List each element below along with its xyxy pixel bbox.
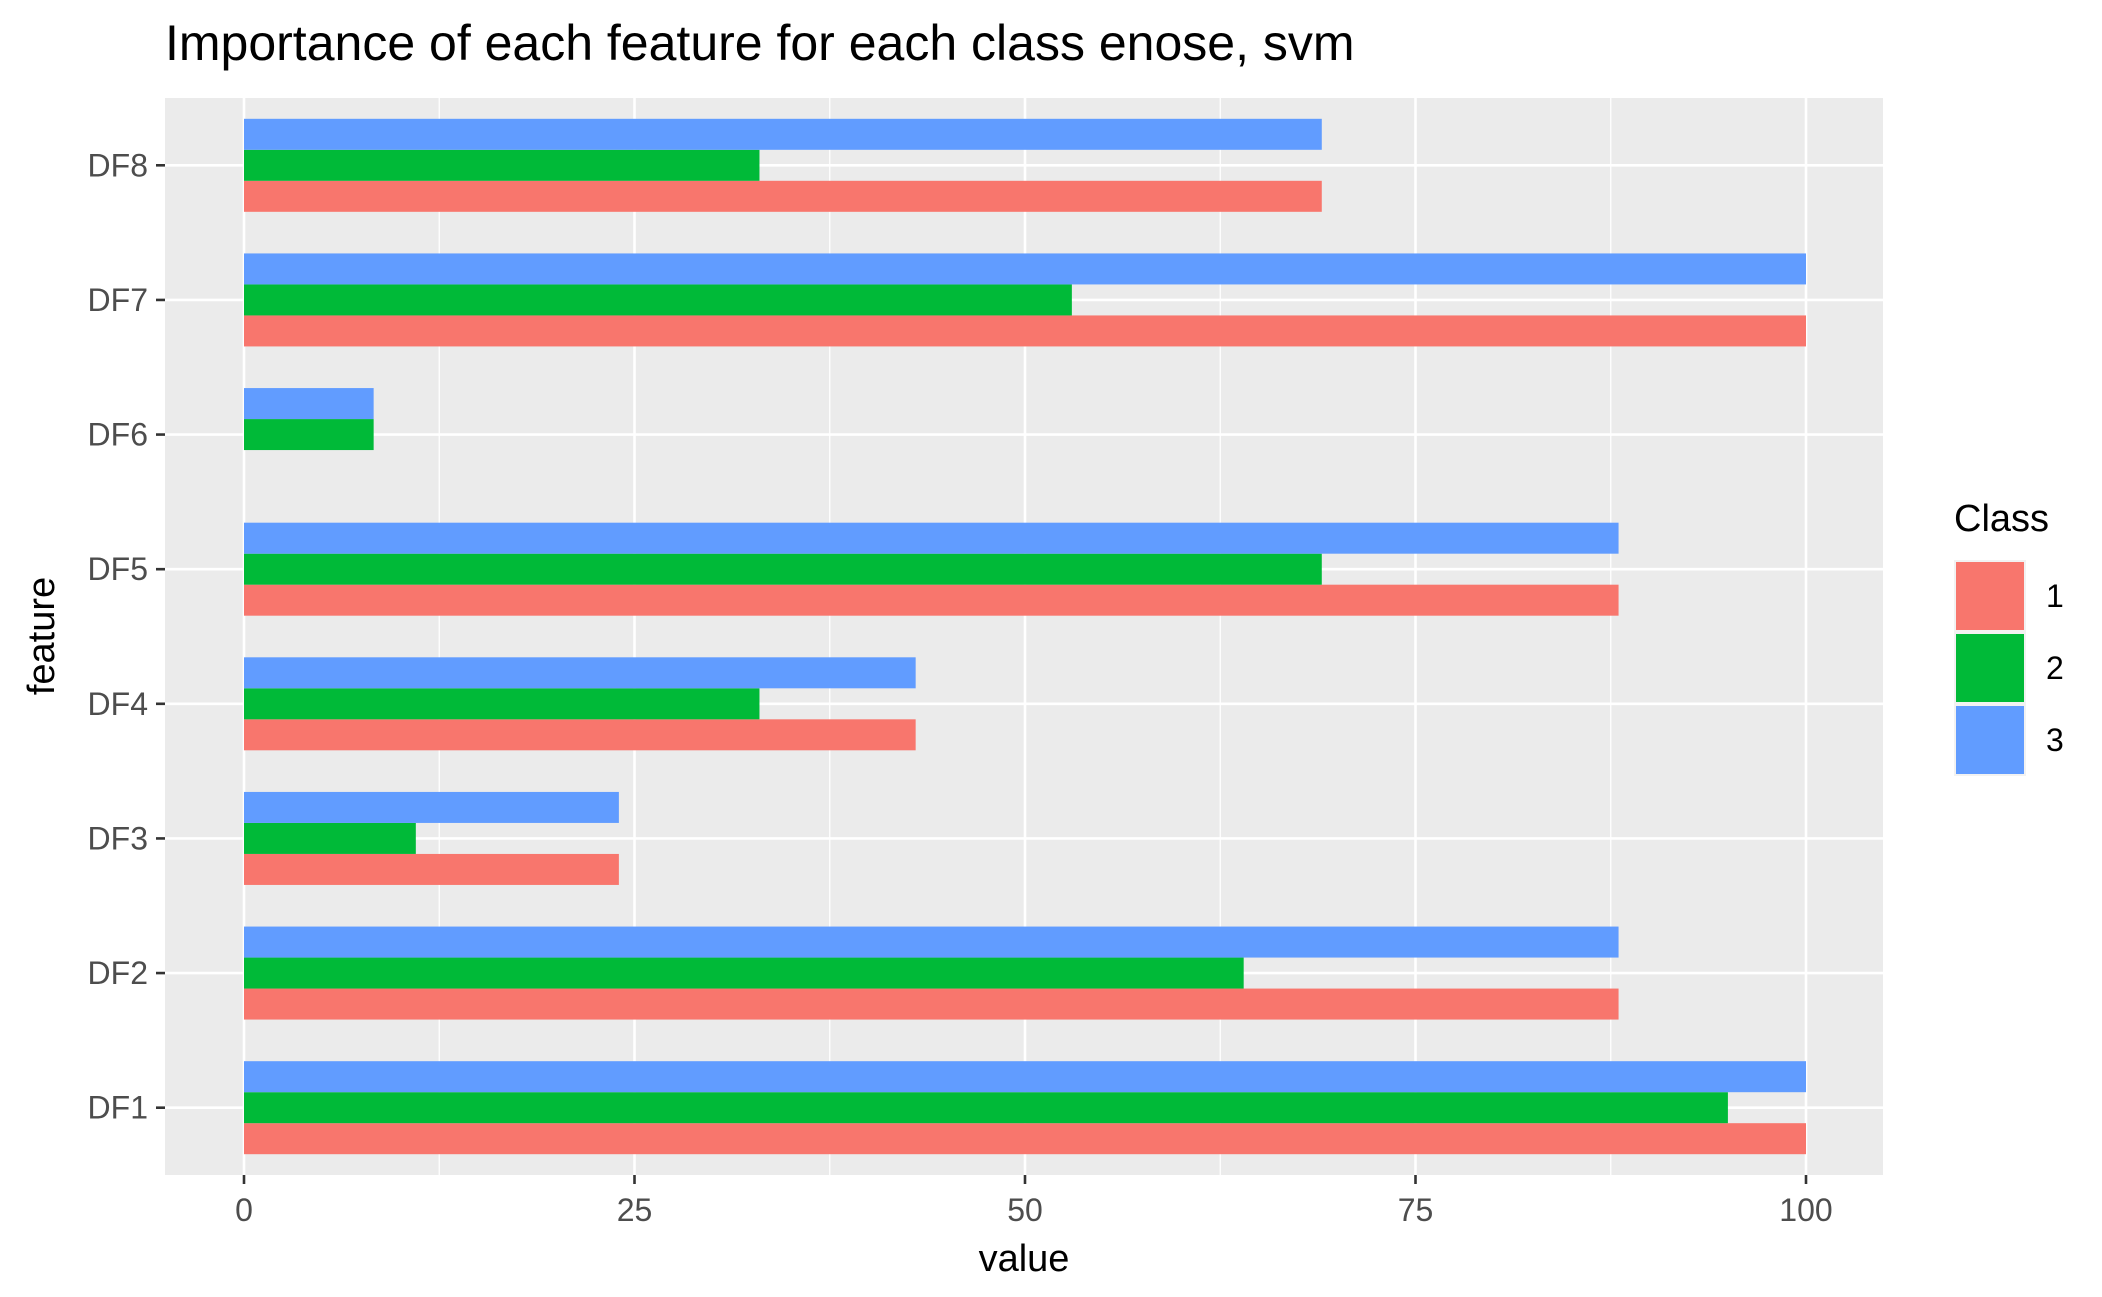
y-axis: DF1 DF2 DF3 DF4 DF5 DF6 DF7 DF8 <box>88 147 165 1126</box>
bar-df6-class-2 <box>244 419 374 451</box>
x-tick-label: 0 <box>235 1192 253 1228</box>
bar-df3-class-1 <box>244 853 619 885</box>
bar-df8-class-3 <box>244 118 1322 150</box>
y-tick-label: DF1 <box>88 1090 148 1126</box>
x-tick-label: 25 <box>617 1192 653 1228</box>
bar-df3-class-2 <box>244 822 416 854</box>
bars <box>244 118 1806 1155</box>
bar-df4-class-1 <box>244 719 916 751</box>
y-axis-title: feature <box>21 577 63 695</box>
bar-df2-class-1 <box>244 988 1619 1020</box>
y-tick-label: DF7 <box>88 282 148 318</box>
y-tick-label: DF2 <box>88 955 148 991</box>
bar-df5-class-3 <box>244 522 1619 554</box>
x-tick-label: 50 <box>1007 1192 1043 1228</box>
y-tick-label: DF8 <box>88 147 148 183</box>
y-tick-label: DF6 <box>88 417 148 453</box>
bar-df7-class-2 <box>244 284 1072 316</box>
legend-label: 3 <box>2046 722 2064 758</box>
bar-df1-class-1 <box>244 1123 1806 1155</box>
y-tick-label: DF3 <box>88 820 148 856</box>
bar-df4-class-3 <box>244 657 916 689</box>
legend-items: 1 2 3 <box>1954 560 2064 776</box>
bar-df6-class-3 <box>244 388 374 420</box>
y-tick-label: DF5 <box>88 551 148 587</box>
y-tick-label: DF4 <box>88 686 148 722</box>
bar-df8-class-2 <box>244 149 760 181</box>
x-axis: 0 25 50 75 100 <box>235 1175 1833 1228</box>
legend-label: 1 <box>2046 578 2064 614</box>
legend: Class 1 2 3 <box>1954 498 2064 776</box>
legend-swatch-class-3 <box>1956 706 2024 774</box>
bar-df5-class-1 <box>244 584 1619 616</box>
bar-df8-class-1 <box>244 180 1322 212</box>
bar-df2-class-2 <box>244 957 1244 989</box>
bar-df3-class-3 <box>244 791 619 823</box>
bar-df1-class-3 <box>244 1061 1806 1093</box>
legend-label: 2 <box>2046 650 2064 686</box>
x-tick-label: 100 <box>1779 1192 1832 1228</box>
legend-title: Class <box>1954 498 2049 540</box>
bar-df2-class-3 <box>244 926 1619 958</box>
bar-df7-class-3 <box>244 253 1806 285</box>
bar-df5-class-2 <box>244 553 1322 585</box>
bar-df1-class-2 <box>244 1092 1728 1124</box>
x-axis-title: value <box>979 1238 1070 1280</box>
legend-swatch-class-1 <box>1956 562 2024 630</box>
bar-df4-class-2 <box>244 688 760 720</box>
bar-df7-class-1 <box>244 315 1806 347</box>
x-tick-label: 75 <box>1398 1192 1434 1228</box>
legend-swatch-class-2 <box>1956 634 2024 702</box>
chart-title: Importance of each feature for each clas… <box>165 15 1355 71</box>
